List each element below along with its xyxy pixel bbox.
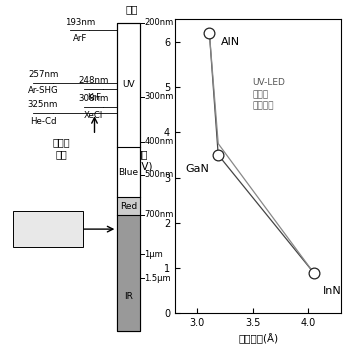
Text: 200nm: 200nm — [145, 18, 174, 27]
Text: Ar-SHG: Ar-SHG — [28, 86, 58, 95]
Text: 波長: 波長 — [126, 4, 138, 14]
Text: XeCl: XeCl — [84, 111, 104, 120]
Text: 257nm: 257nm — [28, 70, 58, 79]
Text: UV: UV — [122, 80, 135, 90]
Text: 325nm: 325nm — [28, 100, 58, 110]
Text: 248nm: 248nm — [79, 76, 109, 85]
Text: GaN: GaN — [185, 164, 209, 174]
Point — [206, 30, 212, 36]
Text: 1μm: 1μm — [145, 250, 163, 259]
Text: 準分子
雷射: 準分子 雷射 — [52, 137, 70, 160]
X-axis label: 格子定數(Å): 格子定數(Å) — [238, 332, 278, 343]
Text: 308nm: 308nm — [79, 94, 109, 103]
Text: 300nm: 300nm — [145, 92, 174, 101]
Point — [216, 152, 221, 158]
Text: Blue: Blue — [119, 168, 139, 177]
Text: 193nm: 193nm — [65, 18, 95, 27]
Text: AlN: AlN — [220, 37, 239, 47]
Y-axis label: 能隙
(eV): 能隙 (eV) — [131, 149, 153, 171]
Text: 氣體雷射
的波長: 氣體雷射 的波長 — [36, 218, 60, 240]
Text: 500nm: 500nm — [145, 170, 174, 179]
Text: InN: InN — [322, 286, 341, 296]
Text: 1.5μm: 1.5μm — [145, 274, 171, 283]
Text: KrF: KrF — [87, 92, 101, 102]
Text: He-Cd: He-Cd — [30, 117, 56, 126]
Point — [311, 270, 316, 275]
Text: IR: IR — [124, 292, 133, 301]
Text: UV-LED
有待開
發的領域: UV-LED 有待開 發的領域 — [253, 78, 286, 111]
Text: 700nm: 700nm — [145, 210, 174, 219]
Text: 400nm: 400nm — [145, 137, 174, 146]
Text: Red: Red — [120, 202, 137, 210]
Text: ArF: ArF — [72, 34, 87, 43]
